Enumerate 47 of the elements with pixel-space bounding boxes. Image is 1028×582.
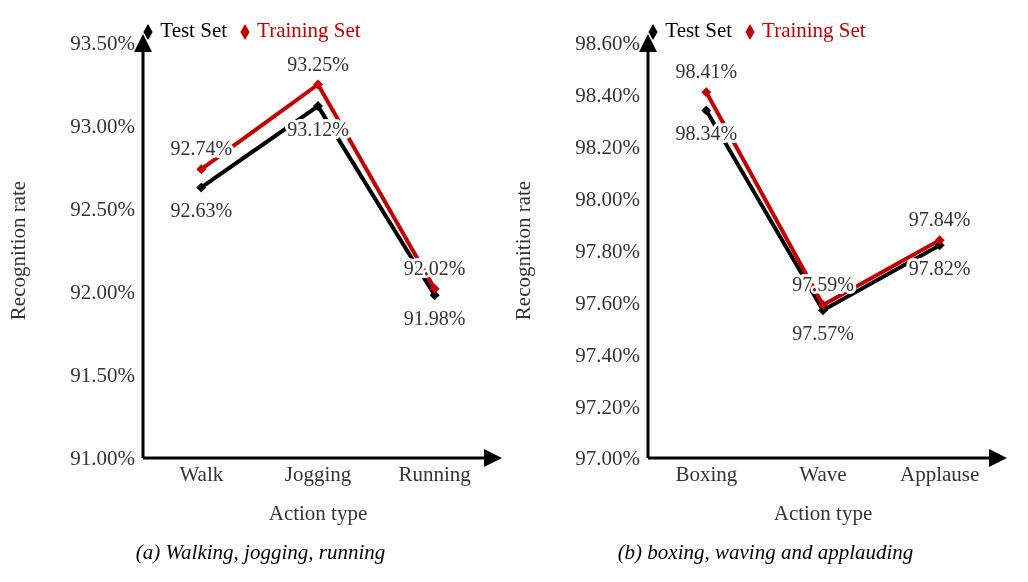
y-tick-label: 92.50% bbox=[70, 197, 135, 222]
data-label: 92.63% bbox=[170, 199, 233, 222]
y-tick-label: 97.60% bbox=[575, 290, 640, 315]
data-label: 97.84% bbox=[908, 208, 971, 231]
point bbox=[313, 79, 323, 90]
y-tick-label: 98.40% bbox=[575, 83, 640, 108]
y-axis-title: Recognition rate bbox=[511, 180, 536, 321]
x-axis-title: Action type bbox=[773, 501, 873, 525]
y-tick-label: 91.50% bbox=[70, 363, 135, 388]
point bbox=[429, 283, 440, 294]
legend-label: Training Set bbox=[257, 18, 361, 42]
y-tick-label: 97.20% bbox=[575, 394, 640, 419]
y-tick-label: 93.00% bbox=[70, 114, 135, 139]
y-tick-label: 91.00% bbox=[70, 446, 135, 471]
point bbox=[196, 182, 207, 193]
point bbox=[818, 299, 828, 310]
legend-label: Test Set bbox=[665, 18, 733, 42]
x-tick-label: Walk bbox=[179, 461, 224, 486]
y-tick-label: 98.20% bbox=[575, 135, 640, 160]
legend-label: Test Set bbox=[160, 18, 228, 42]
y-axis-title: Recognition rate bbox=[6, 180, 31, 321]
point bbox=[934, 235, 945, 246]
text: (a) Walking, jogging, running bbox=[134, 540, 387, 565]
x-tick-label: Jogging bbox=[284, 461, 352, 486]
data-label: 91.98% bbox=[403, 307, 466, 330]
data-label: 97.57% bbox=[792, 322, 854, 345]
data-label: 93.25% bbox=[287, 52, 349, 75]
point bbox=[701, 87, 712, 98]
data-label: 98.41% bbox=[675, 60, 738, 83]
y-tick-label: 92.00% bbox=[70, 280, 135, 305]
x-tick-label: Applause bbox=[900, 461, 980, 486]
x-tick-label: Boxing bbox=[675, 461, 738, 486]
text: (b) boxing, waving and applauding bbox=[616, 540, 915, 565]
point bbox=[196, 164, 207, 175]
y-tick-label: 98.60% bbox=[575, 31, 640, 56]
x-tick-label: Wave bbox=[799, 461, 847, 486]
x-axis-title: Action type bbox=[268, 501, 368, 525]
x-tick-label: Running bbox=[398, 461, 472, 486]
y-tick-label: 93.50% bbox=[70, 31, 135, 56]
data-label: 97.82% bbox=[908, 257, 971, 280]
y-tick-label: 97.40% bbox=[575, 342, 640, 367]
y-tick-label: 97.00% bbox=[575, 446, 640, 471]
legend-label: Training Set bbox=[762, 18, 866, 42]
y-tick-label: 98.00% bbox=[575, 187, 640, 212]
point bbox=[313, 101, 323, 112]
y-tick-label: 97.80% bbox=[575, 238, 640, 263]
point bbox=[701, 105, 712, 116]
